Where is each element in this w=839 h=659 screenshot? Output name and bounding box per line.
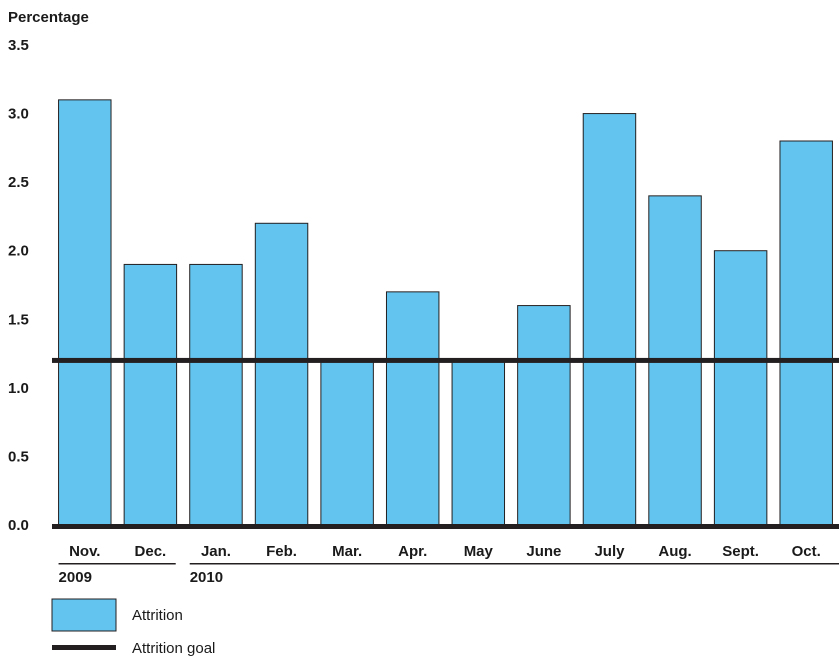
legend-label-attrition-goal: Attrition goal xyxy=(132,640,215,657)
bar xyxy=(451,359,506,526)
bar xyxy=(320,359,374,526)
bar xyxy=(713,250,768,526)
goal-line-mark xyxy=(52,357,839,363)
bar xyxy=(582,113,637,526)
y-tick-label: 0.0 xyxy=(8,517,29,534)
y-tick-label: 3.0 xyxy=(8,106,29,123)
x-tick-label: Apr. xyxy=(398,543,427,560)
x-tick-label: Jan. xyxy=(201,543,231,560)
x-tick-label: Dec. xyxy=(135,543,167,560)
x-tick-label: July xyxy=(594,543,625,560)
bar xyxy=(779,140,833,526)
year-separator xyxy=(58,563,176,565)
x-tick-label: Feb. xyxy=(266,543,297,560)
x-axis-labels: Nov. Dec. Jan. Feb. Mar. Apr. May June July Aug. S… xyxy=(69,543,821,560)
y-tick-label: 2.0 xyxy=(8,243,29,260)
x-tick-label: Nov. xyxy=(69,543,100,560)
y-axis-ticks: 0.0 0.5 1.0 1.5 2.0 2.5 3.0 3.5 xyxy=(8,37,29,534)
goal-line xyxy=(52,357,839,363)
x-axis xyxy=(52,524,839,529)
year-separator xyxy=(189,563,839,565)
x-tick-label: Aug. xyxy=(658,543,691,560)
legend-swatch-attrition-goal xyxy=(52,645,116,650)
x-tick-label: June xyxy=(526,543,561,560)
bar xyxy=(189,263,243,526)
legend: Attrition Attrition goal xyxy=(51,598,215,657)
bar xyxy=(254,222,309,526)
x-tick-label: Mar. xyxy=(332,543,362,560)
year-labels: 2009 2010 xyxy=(58,563,839,586)
y-tick-label: 3.5 xyxy=(8,37,29,54)
bar xyxy=(517,305,571,526)
y-tick-label: 2.5 xyxy=(8,174,29,191)
y-tick-label: 1.5 xyxy=(8,311,29,328)
x-tick-label: Oct. xyxy=(792,543,821,560)
bar xyxy=(58,99,112,526)
y-tick-label: 1.0 xyxy=(8,380,29,397)
x-tick-label: Sept. xyxy=(722,543,759,560)
x-axis-baseline xyxy=(52,524,839,529)
year-label: 2010 xyxy=(190,569,223,586)
legend-swatch-attrition xyxy=(51,598,117,632)
x-tick-label: May xyxy=(464,543,494,560)
y-axis-label: Percentage xyxy=(8,9,89,26)
y-tick-label: 0.5 xyxy=(8,448,29,465)
bar xyxy=(123,263,178,526)
bar xyxy=(385,291,440,526)
legend-label-attrition: Attrition xyxy=(132,607,183,624)
year-label: 2009 xyxy=(59,569,92,586)
bars xyxy=(58,99,833,526)
